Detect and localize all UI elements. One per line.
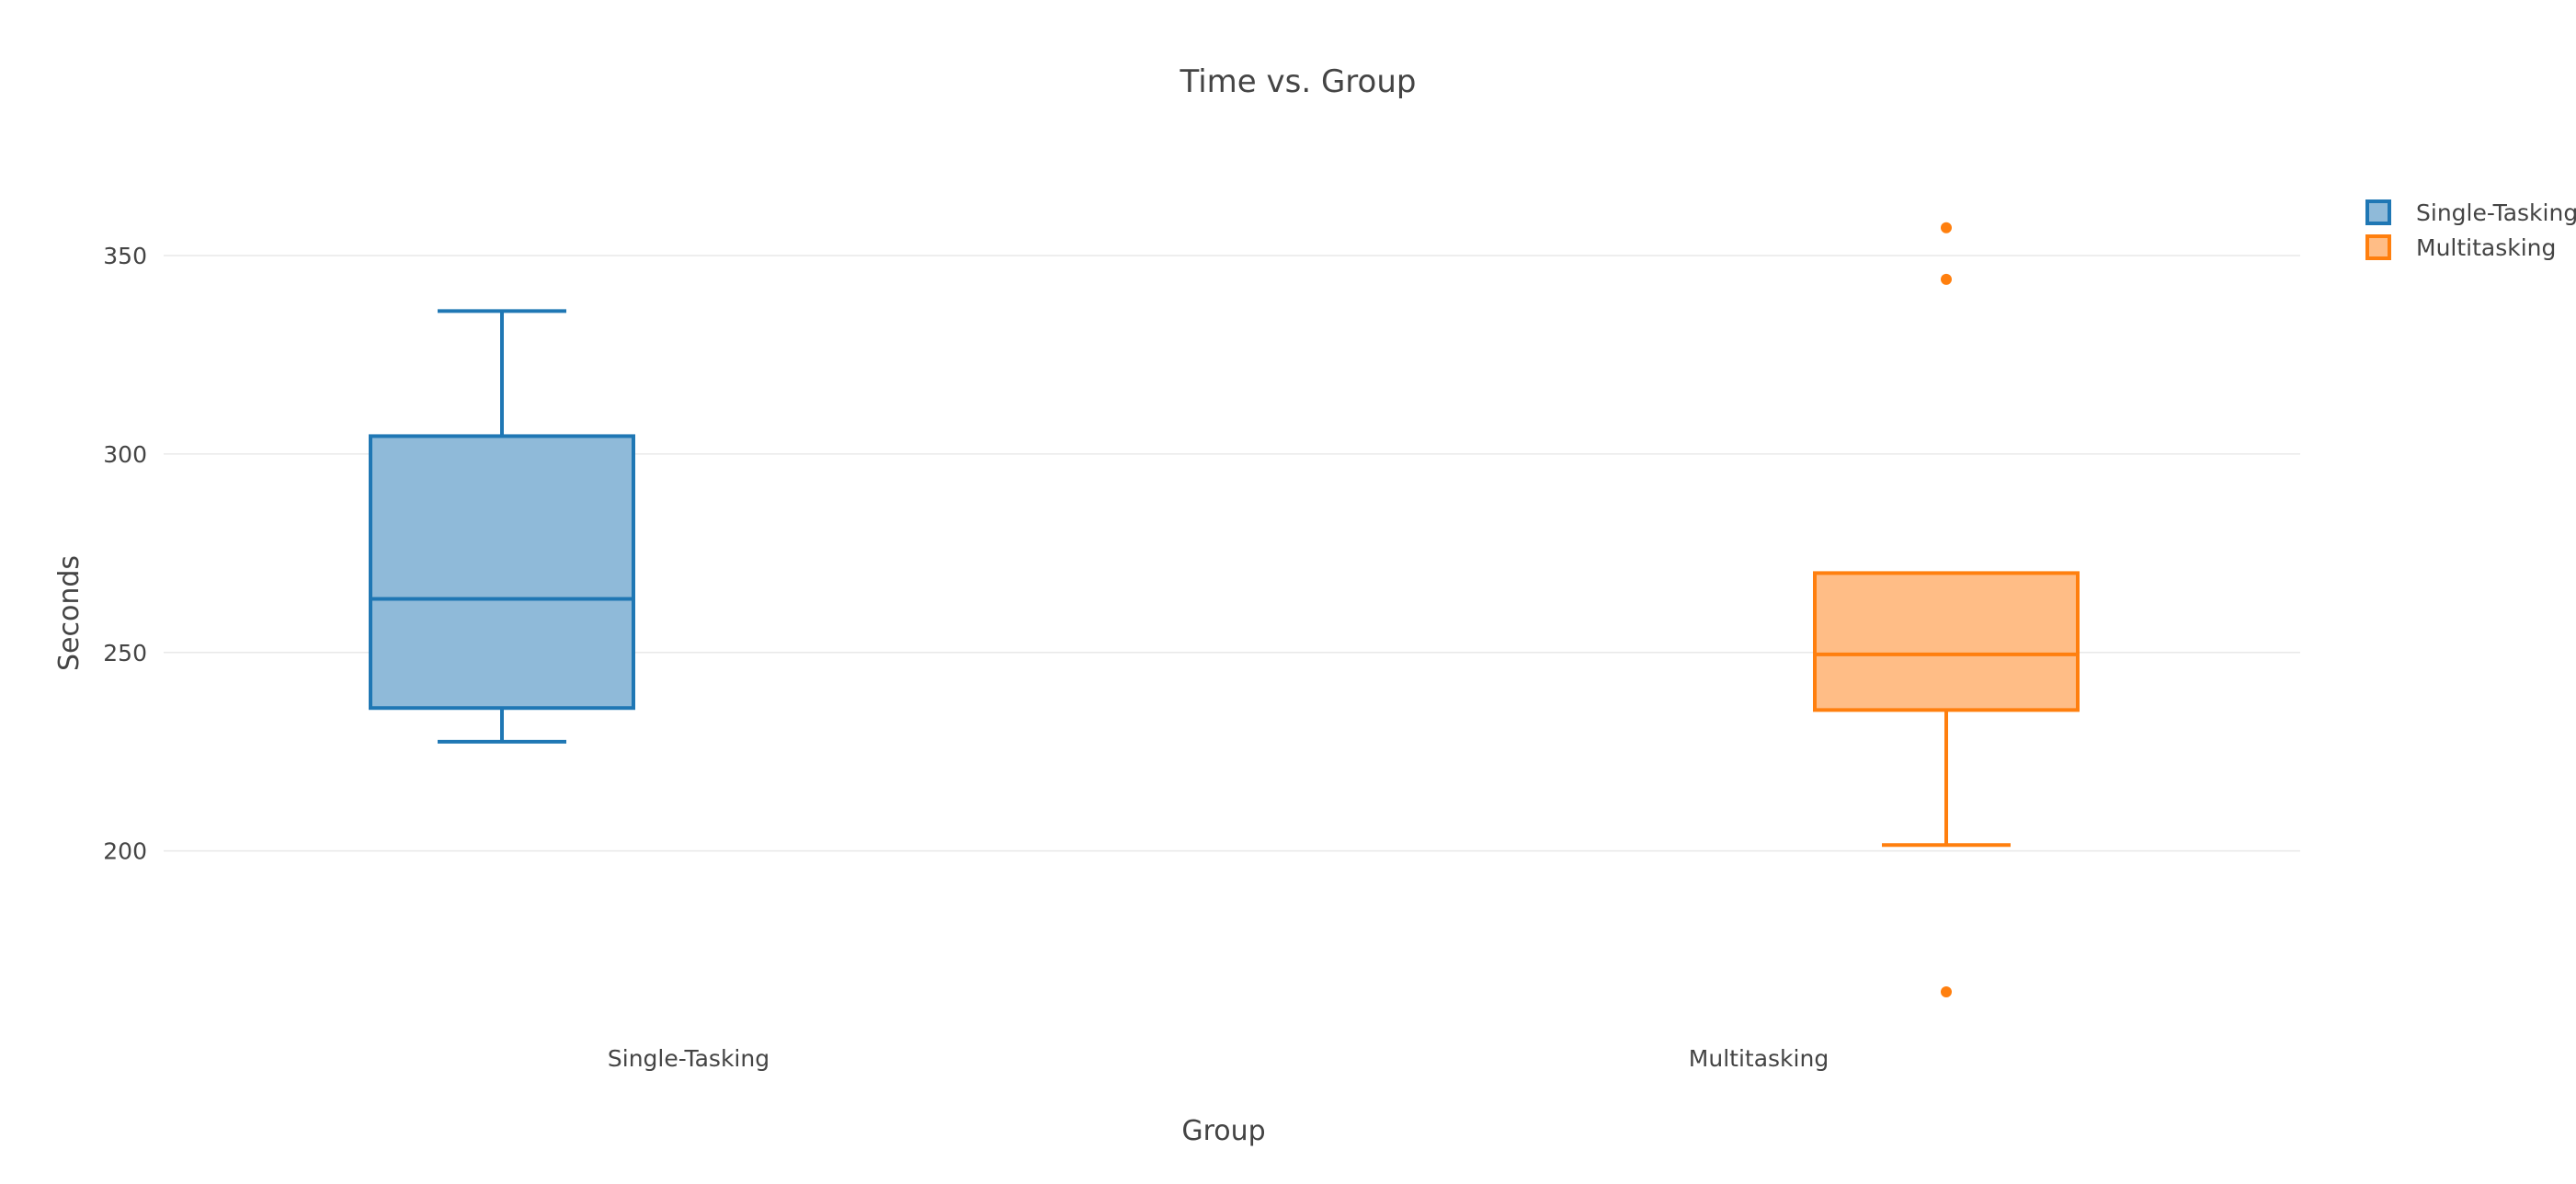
plot-area	[369, 222, 2080, 997]
box-iqr	[369, 434, 635, 711]
y-tick-label: 200	[103, 838, 147, 865]
box-multitasking[interactable]	[1813, 222, 2080, 997]
legend-item-multitasking[interactable]: Multitasking	[2365, 234, 2556, 261]
legend-swatch	[2365, 199, 2391, 225]
x-axis-title: Group	[1181, 1115, 1265, 1147]
outlier-point[interactable]	[1941, 273, 1952, 285]
legend-label: Single-Tasking	[2416, 199, 2576, 226]
outlier-point[interactable]	[1941, 985, 1952, 997]
y-tick-label: 250	[103, 640, 147, 666]
x-tick-label: Multitasking	[1689, 1045, 1829, 1072]
axes: 200 250 300 350 Single-Tasking Multitasking	[103, 243, 1829, 1072]
legend-swatch	[2365, 234, 2391, 260]
box-single-tasking[interactable]	[369, 309, 635, 744]
outlier-point[interactable]	[1941, 222, 1952, 233]
box-iqr	[1813, 571, 2080, 712]
legend[interactable]: Single-Tasking Multitasking	[2365, 199, 2576, 261]
y-tick-label: 300	[103, 441, 147, 468]
chart-title: Time vs. Group	[1180, 63, 1417, 100]
y-tick-label: 350	[103, 243, 147, 269]
legend-item-single-tasking[interactable]: Single-Tasking	[2365, 199, 2576, 226]
y-axis-title: Seconds	[53, 555, 85, 671]
x-tick-label: Single-Tasking	[608, 1045, 769, 1072]
legend-label: Multitasking	[2416, 234, 2556, 261]
